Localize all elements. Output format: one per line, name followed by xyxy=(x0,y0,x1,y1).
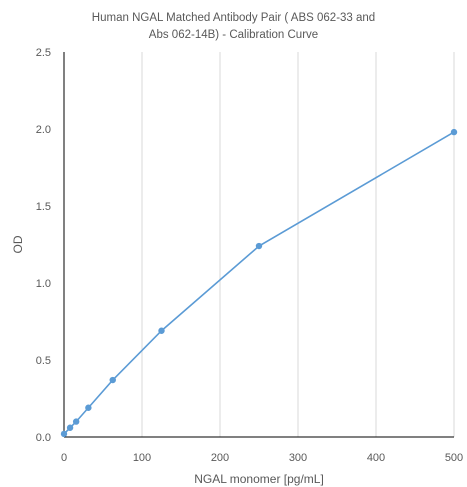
chart-title: Human NGAL Matched Antibody Pair ( ABS 0… xyxy=(0,10,467,44)
axes xyxy=(63,52,454,438)
x-tick-label: 100 xyxy=(133,452,151,464)
y-tick-label: 1.5 xyxy=(36,201,51,213)
grid-lines xyxy=(141,52,455,437)
y-tick-label: 2.5 xyxy=(36,47,51,59)
x-tick-label: 200 xyxy=(211,452,229,464)
data-point xyxy=(85,404,92,411)
data-point xyxy=(66,424,74,431)
y-tick-label: 1.0 xyxy=(36,278,51,290)
x-tick-label: 300 xyxy=(289,452,307,464)
x-tick-label: 500 xyxy=(445,452,463,464)
data-series xyxy=(60,128,458,438)
chart-title-line-2: Abs 062-14B) - Calibration Curve xyxy=(148,29,319,41)
series-line xyxy=(63,131,455,435)
tick-labels: 0 100 200 300 400 500 0.0 0.5 1.0 1.5 2.0 2.5 xyxy=(36,47,463,464)
y-tick-label: 2.0 xyxy=(36,124,51,136)
y-axis-label: OD xyxy=(11,235,25,253)
data-point xyxy=(255,242,263,250)
data-point xyxy=(72,418,80,425)
y-tick-label: 0.5 xyxy=(36,355,51,367)
x-tick-label: 400 xyxy=(367,452,385,464)
x-tick-label: 0 xyxy=(61,452,67,464)
data-point xyxy=(60,430,68,438)
y-tick-label: 0.0 xyxy=(36,432,51,444)
x-axis-label: NGAL monomer [pg/mL] xyxy=(194,472,324,486)
data-point xyxy=(450,128,458,136)
chart-title-line-1: Human NGAL Matched Antibody Pair ( ABS 0… xyxy=(91,12,376,24)
data-point xyxy=(109,376,116,384)
data-point xyxy=(158,327,165,334)
